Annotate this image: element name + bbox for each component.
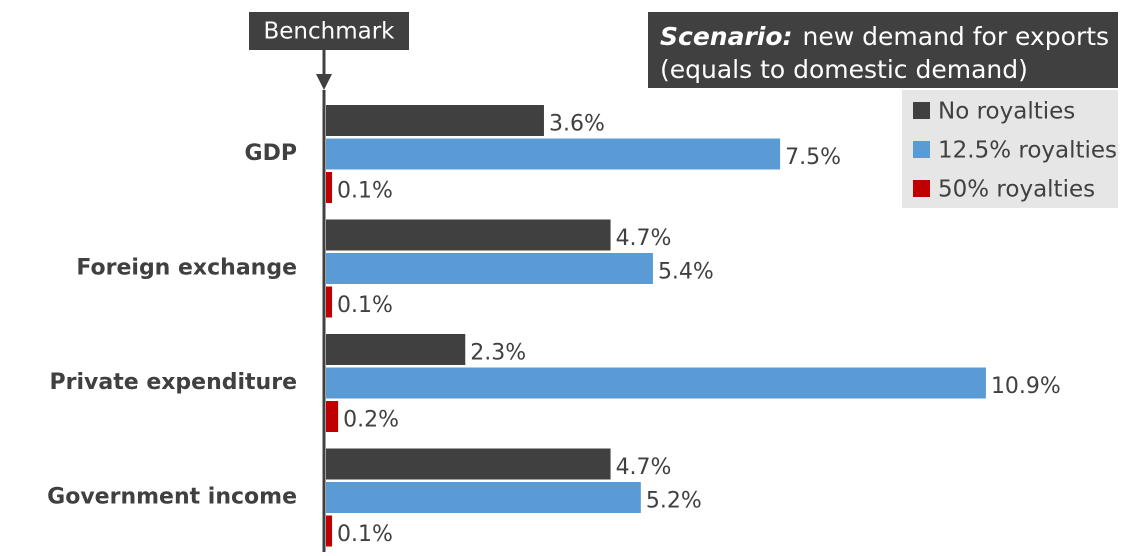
value-label: 2.3% <box>470 341 526 366</box>
scenario-line: Scenario: new demand for exports <box>660 22 1109 51</box>
category-label: Private expenditure <box>50 370 297 395</box>
legend-box <box>902 90 1118 208</box>
legend-swatch <box>913 102 930 119</box>
benchmark-arrowhead <box>316 74 332 90</box>
scenario-text: new demand for exports <box>803 22 1110 51</box>
bar <box>326 334 466 365</box>
legend-label: 12.5% royalties <box>938 138 1117 164</box>
benchmark-box <box>249 12 409 50</box>
value-label: 10.9% <box>991 374 1061 399</box>
bar <box>326 138 781 170</box>
bar <box>326 401 339 432</box>
legend-label: No royalties <box>938 99 1075 125</box>
scenario-label: Scenario: <box>660 22 793 51</box>
category-label: Government income <box>47 485 297 510</box>
bar <box>326 367 986 399</box>
bar <box>326 105 544 136</box>
category-label: Foreign exchange <box>76 256 297 281</box>
legend-label: 50% royalties <box>938 177 1095 203</box>
value-label: 4.7% <box>616 226 672 251</box>
value-label: 0.1% <box>337 522 393 547</box>
scenario-box <box>648 12 1118 88</box>
value-label: 7.5% <box>785 145 841 170</box>
bar <box>326 286 333 318</box>
bar <box>326 448 611 480</box>
value-label: 5.2% <box>646 489 702 514</box>
legend-swatch <box>913 141 930 158</box>
value-label: 4.7% <box>616 455 672 480</box>
value-label: 5.4% <box>658 260 714 285</box>
bar <box>326 253 653 284</box>
category-label: GDP <box>245 141 297 166</box>
scenario-text: (equals to domestic demand) <box>660 55 1028 84</box>
bar <box>326 482 641 513</box>
bar <box>326 172 333 203</box>
value-label: 0.1% <box>337 179 393 204</box>
benchmark-label: Benchmark <box>263 19 395 45</box>
value-label: 0.1% <box>337 293 393 318</box>
legend-swatch <box>913 180 930 197</box>
value-label: 0.2% <box>343 408 399 433</box>
bar <box>326 515 333 547</box>
bar <box>326 219 611 251</box>
value-label: 3.6% <box>549 112 605 137</box>
